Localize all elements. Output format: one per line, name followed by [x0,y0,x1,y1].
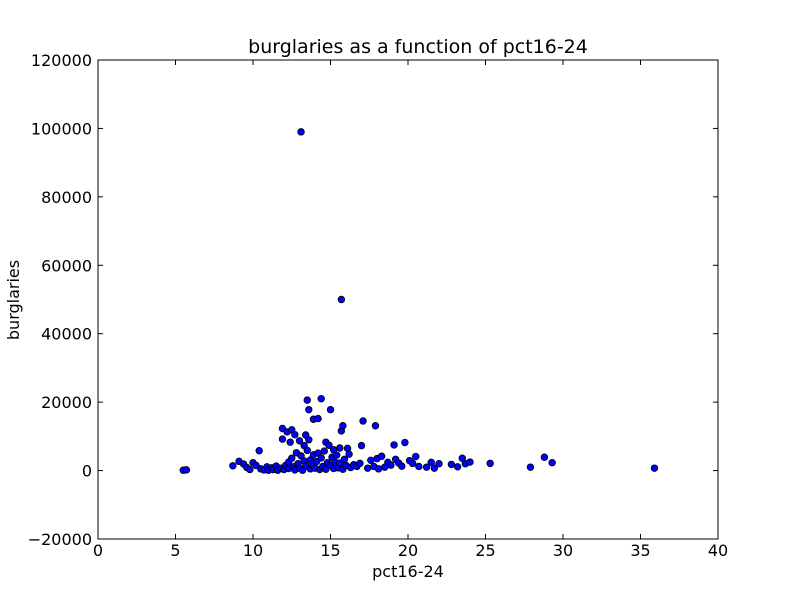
x-tick-label: 20 [398,541,418,560]
data-point [182,466,191,474]
x-tick-label: 35 [630,541,650,560]
x-axis-label: pct16-24 [372,562,444,581]
data-point [317,395,325,403]
ticks-layer: 0 5 10 15 20 25 30 35 40−20000020000400006000080… [28,51,728,560]
data-point [387,461,395,469]
data-point [320,447,328,455]
y-tick-label: 40000 [41,325,92,344]
data-point [278,435,287,443]
y-tick-label: −20000 [28,530,92,549]
data-point [359,417,367,425]
data-point [357,441,366,450]
data-point [336,444,344,452]
y-axis-label: burglaries [4,260,23,340]
data-point [303,396,311,404]
data-point [229,462,237,470]
data-point [326,405,335,414]
data-point [333,451,341,459]
x-tick-label: 15 [320,541,340,560]
data-point [377,452,386,460]
data-point [390,441,398,449]
y-tick-label: 100000 [31,119,92,138]
y-tick-label: 60000 [41,256,92,275]
data-point [466,458,474,466]
data-point [356,459,364,468]
data-point [371,422,380,430]
data-point [286,438,294,446]
data-point [540,453,549,461]
data-point [435,460,443,468]
data-point [339,422,347,430]
data-point [295,437,304,445]
data-point [412,452,420,461]
data-point [297,128,305,136]
y-tick-label: 0 [82,462,92,481]
data-point [458,454,466,462]
data-point [453,463,462,471]
data-point [408,459,417,468]
data-point [364,464,372,472]
y-tick-label: 20000 [41,393,92,412]
points-layer [179,128,659,474]
data-point [303,446,311,455]
y-tick-label: 80000 [41,188,92,207]
data-point [447,460,456,469]
x-tick-label: 25 [475,541,495,560]
data-point [314,414,322,423]
data-point [317,454,325,462]
data-point [548,459,556,467]
data-point [401,438,409,447]
chart-title: burglaries as a function of pct16-24 [248,36,588,58]
data-point [526,463,535,471]
data-point [367,456,375,465]
x-tick-label: 40 [708,541,728,560]
data-point [345,450,353,458]
data-point [305,436,313,444]
data-point [288,454,296,462]
data-point [430,464,439,472]
x-tick-label: 10 [243,541,263,560]
data-point [305,405,313,414]
data-point [255,447,263,455]
x-tick-label: 30 [553,541,573,560]
data-point [422,463,431,471]
data-point [427,458,435,467]
x-tick-label: 0 [93,541,103,560]
data-point [486,459,494,468]
data-point [650,464,659,472]
data-point [374,465,383,473]
data-point [337,295,346,304]
data-point [398,462,406,470]
data-point [415,462,423,471]
data-point [325,441,333,449]
data-point [246,465,254,474]
plot-area [98,60,718,539]
data-point [291,430,299,439]
x-tick-label: 5 [170,541,180,560]
y-tick-label: 120000 [31,51,92,70]
